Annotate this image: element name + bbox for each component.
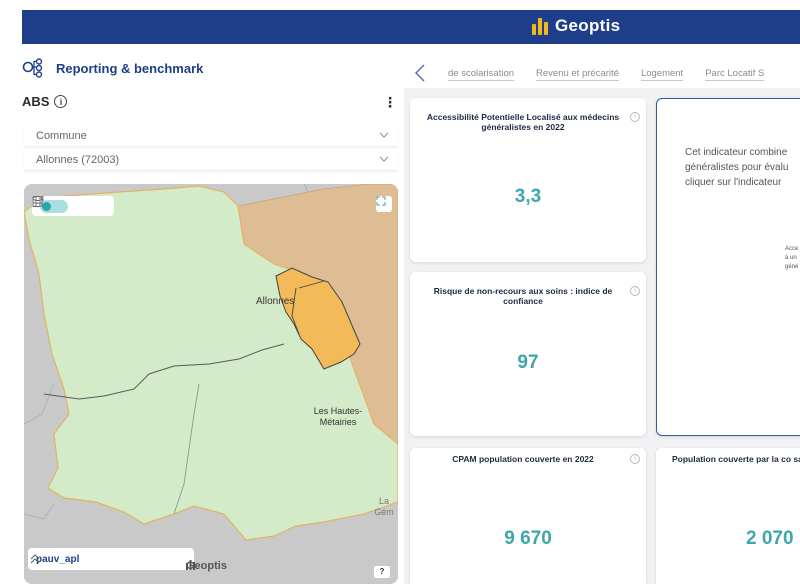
section-row: ABS i ⋮ [22, 94, 397, 109]
indicator-card[interactable]: Population couverte par la co santé soli… [656, 448, 800, 584]
view-toggle-switch[interactable] [40, 199, 68, 213]
description-text: Cet indicateur combine généralistes pour… [685, 147, 789, 188]
expand-icon [376, 196, 386, 206]
chevron-down-icon [379, 132, 389, 138]
level-select[interactable]: Commune [24, 125, 398, 147]
highlight-area [275, 267, 361, 370]
map-label-commune: Allonnes [256, 296, 295, 307]
geoptis-logo-icon [532, 17, 549, 35]
tabs-back-button[interactable] [414, 64, 430, 82]
left-panel: Reporting & benchmark ABS i ⋮ Commune Al… [22, 44, 404, 584]
tab-logement[interactable]: Logement [640, 67, 684, 79]
map-attribution: Geoptis [186, 560, 227, 572]
commune-select[interactable]: Allonnes (72003) [24, 149, 398, 171]
indicator-card-title: CPAM population couverte en 2022 [452, 454, 594, 464]
help-button[interactable]: ? [374, 566, 390, 578]
layer-name: pauv_apl [36, 553, 80, 565]
fullscreen-button[interactable] [376, 196, 392, 212]
commune-select-value: Allonnes (72003) [36, 153, 120, 166]
map-label-district: Les Hautes-Métairies [313, 406, 363, 427]
indicators-grid: Accessibilité Potentielle Localisé aux m… [404, 88, 800, 584]
chevron-double-up-icon[interactable] [28, 552, 42, 566]
indicator-description-panel: Cet indicateur combine généralistes pour… [656, 98, 800, 436]
map-canvas[interactable] [24, 184, 398, 584]
app-brand-name: Geoptis [555, 16, 621, 35]
hierarchy-icon [22, 58, 43, 78]
layer-selector[interactable]: pauv_apl [28, 548, 194, 570]
map-view-toggle[interactable] [32, 196, 114, 216]
section-title: ABS [22, 94, 50, 109]
database-icon [32, 196, 43, 208]
map-label-neighbor: La Gém [374, 496, 394, 517]
report-title[interactable]: Reporting & benchmark [56, 60, 204, 76]
app-logo: Geoptis [532, 16, 620, 36]
geoptis-logo-icon [186, 560, 195, 570]
indicator-tabs: de scolarisation Revenu et précarité Log… [414, 62, 800, 84]
info-icon[interactable]: i [630, 112, 640, 122]
indicator-card-value: 2 070 [746, 528, 794, 549]
chevron-left-icon [415, 64, 425, 82]
app-header: Geoptis [22, 10, 800, 44]
level-select-value: Commune [36, 129, 87, 142]
report-header: Reporting & benchmark [22, 58, 203, 78]
chevron-down-icon [379, 156, 389, 162]
indicator-card[interactable]: Accessibilité Potentielle Localisé aux m… [410, 98, 646, 262]
more-options-icon[interactable]: ⋮ [383, 93, 397, 110]
tab-scolarisation[interactable]: de scolarisation [448, 67, 515, 79]
indicator-card[interactable]: Risque de non-recours aux soins : indice… [410, 272, 646, 436]
description-detail: Acce à un géné [785, 246, 799, 270]
info-icon[interactable]: i [54, 95, 68, 108]
indicator-card-title: Population couverte par la co santé soli… [672, 454, 800, 464]
indicator-card-value: 9 670 [504, 528, 552, 549]
map-attribution-text: Geoptis [186, 560, 227, 572]
indicator-card-title: Risque de non-recours aux soins : indice… [433, 286, 613, 306]
indicator-card-value: 3,3 [514, 186, 542, 207]
indicator-card[interactable]: CPAM population couverte en 2022 i 9 670 [410, 448, 646, 584]
map-view[interactable]: Allonnes Les Hautes-Métairies La Gém pau… [24, 184, 398, 584]
indicator-card-title: Accessibilité Potentielle Localisé aux m… [426, 112, 620, 132]
tab-parc-locatif[interactable]: Parc Locatif S [705, 67, 765, 79]
info-icon[interactable]: i [630, 286, 640, 296]
info-icon[interactable]: i [630, 454, 640, 464]
indicator-card-value: 97 [517, 352, 539, 373]
tab-revenu-precarite[interactable]: Revenu et précarité [536, 67, 619, 79]
